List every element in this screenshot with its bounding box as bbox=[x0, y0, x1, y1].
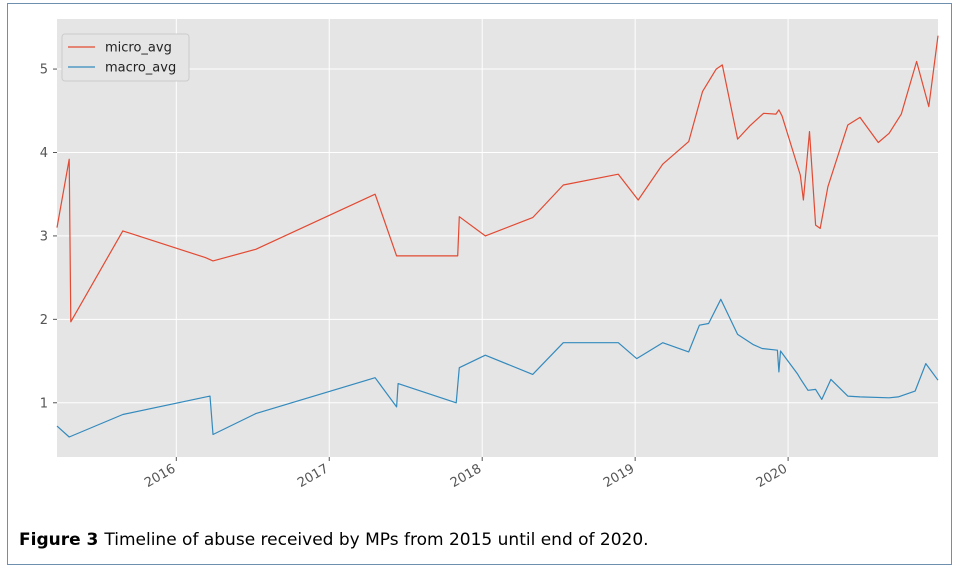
x-tick-label: 2016 bbox=[142, 461, 178, 491]
series-lines bbox=[56, 35, 939, 438]
grid-lines bbox=[57, 19, 938, 457]
line-chart: 2016 2017 2018 2019 2020 1 2 3 4 5 micro_avgmacro… bbox=[40, 19, 939, 491]
x-tick-label: 2020 bbox=[754, 461, 790, 491]
y-tick-label: 4 bbox=[40, 146, 48, 161]
series-line-macro-avg bbox=[56, 298, 939, 438]
x-tick-label: 2018 bbox=[448, 461, 484, 491]
y-tick-label: 2 bbox=[40, 313, 48, 328]
figure-caption: Figure 3 Timeline of abuse received by MP… bbox=[19, 530, 649, 550]
x-tick-label: 2019 bbox=[601, 461, 637, 491]
y-tick-label: 1 bbox=[40, 396, 48, 411]
figure-label: Figure 3 bbox=[19, 530, 99, 550]
legend-label: macro_avg bbox=[105, 61, 176, 76]
series-line-micro-avg bbox=[56, 35, 939, 323]
y-tick-label: 3 bbox=[40, 229, 48, 244]
figure-caption-text: Timeline of abuse received by MPs from 2… bbox=[104, 530, 649, 550]
x-tick-label: 2017 bbox=[295, 461, 331, 491]
figure-frame bbox=[7, 3, 952, 565]
plot-area bbox=[57, 19, 938, 457]
legend-box bbox=[61, 33, 190, 82]
legend: micro_avg macro_avg bbox=[61, 33, 190, 82]
y-tick-label: 5 bbox=[40, 63, 48, 78]
legend-label: micro_avg bbox=[105, 41, 172, 56]
